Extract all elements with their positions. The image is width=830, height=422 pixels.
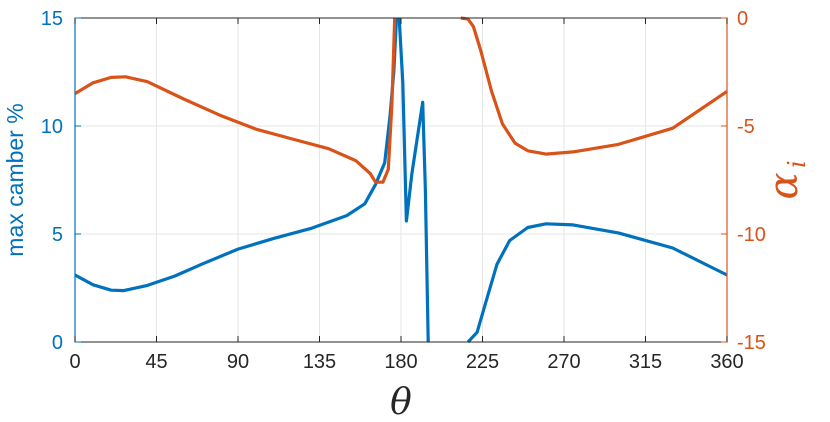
y-left-tick-label: 15 xyxy=(41,8,63,30)
x-tick-label: 225 xyxy=(466,351,499,373)
max-camber-series-line-segment-2 xyxy=(466,222,728,344)
y-left-axis-label: max camber % xyxy=(2,103,28,256)
y-right-tick-label: -10 xyxy=(737,224,766,246)
x-tick-label: 90 xyxy=(227,351,249,373)
max-camber-series-line-segment-1 xyxy=(397,17,430,343)
y-right-tick-label: -5 xyxy=(737,116,755,138)
y-left-tick-label: 5 xyxy=(52,224,63,246)
y-left-tick-labels: 0 5 10 15 xyxy=(41,8,63,354)
alpha-i-series-line-segment-1 xyxy=(460,16,728,156)
x-tick-label: 180 xyxy=(384,351,417,373)
y-right-axis-label-main: α xyxy=(761,172,807,199)
alpha-i-series-line-segment-0 xyxy=(74,17,397,184)
y-right-axis-label-sub: i xyxy=(783,160,811,168)
y-right-tick-labels: -15 -10 -5 0 xyxy=(737,8,766,354)
y-left-tick-label: 0 xyxy=(52,332,63,354)
x-tick-labels: 0 45 90 135 180 225 270 315 360 xyxy=(69,351,743,373)
x-tick-label: 315 xyxy=(629,351,662,373)
y-right-tick-label: 0 xyxy=(737,8,748,30)
x-tick-label: 0 xyxy=(69,351,80,373)
x-tick-label: 360 xyxy=(710,351,743,373)
x-tick-label: 45 xyxy=(145,351,167,373)
y-right-tick-label: -15 xyxy=(737,332,766,354)
series-lines xyxy=(74,16,728,344)
x-tick-label: 270 xyxy=(547,351,580,373)
max-camber-series-line-segment-0 xyxy=(74,17,399,293)
tick-marks xyxy=(74,17,728,343)
x-axis-label: θ xyxy=(390,382,412,422)
y-left-tick-label: 10 xyxy=(41,116,63,138)
x-tick-label: 135 xyxy=(303,351,336,373)
y-right-axis-label: α i xyxy=(761,160,811,199)
